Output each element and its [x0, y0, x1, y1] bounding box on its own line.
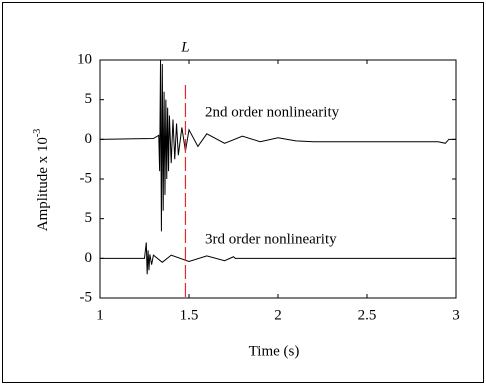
- waveform: [100, 242, 456, 275]
- y-axis-label-exponent: -3: [32, 129, 43, 137]
- x-tick-label: 1.5: [180, 307, 199, 323]
- y-tick-label: 5: [85, 91, 93, 107]
- x-tick-label: 2: [274, 307, 282, 323]
- series-label: 2nd order nonlinearity: [205, 104, 340, 120]
- y-tick-label: -5: [80, 170, 93, 186]
- x-tick-label: 3: [452, 307, 460, 323]
- series-label: 3rd order nonlinearity: [205, 231, 337, 247]
- marker-label: L: [180, 39, 189, 55]
- frame: [2, 2, 484, 383]
- y-tick-label: 10: [77, 51, 92, 67]
- y-tick-label: 5: [85, 210, 93, 226]
- y-tick-label: 0: [85, 250, 93, 266]
- x-axis-label: Time (s): [249, 343, 300, 359]
- y-tick-label: 0: [85, 131, 93, 147]
- x-tick-label: 2.5: [358, 307, 377, 323]
- x-tick-label: 1: [96, 307, 104, 323]
- y-tick-label: -5: [80, 289, 93, 305]
- waveform: [99, 59, 456, 232]
- y-axis-label-main: Amplitude x 10: [35, 137, 51, 231]
- y-axis-label: Amplitude x 10-3: [32, 129, 51, 232]
